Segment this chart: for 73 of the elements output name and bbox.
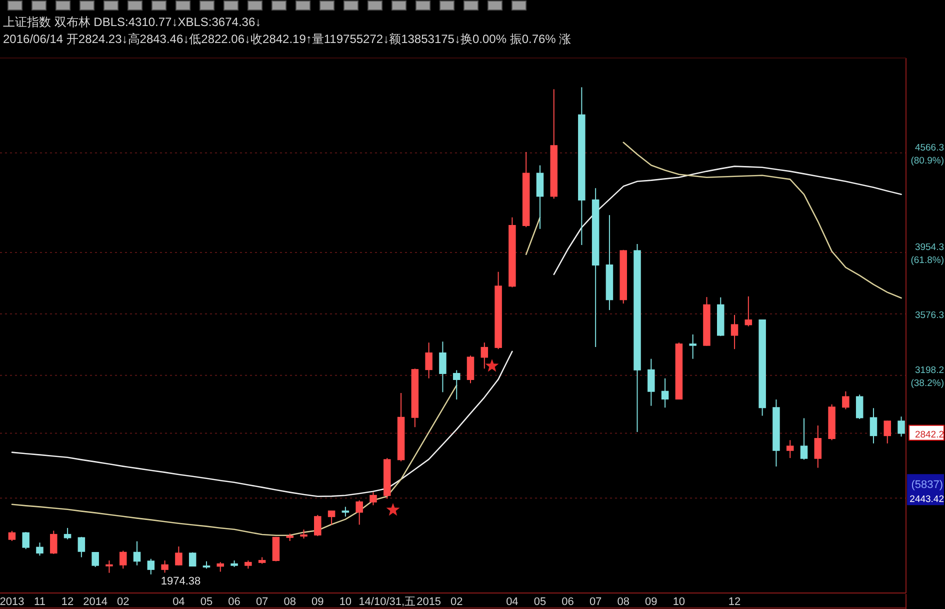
x-tick-label: 08	[284, 596, 296, 608]
x-tick-label: 08	[617, 596, 630, 608]
candlestick	[466, 355, 474, 384]
x-tick-label: 06	[228, 596, 240, 608]
y-tick-label: 3198.2 (38.2%)	[910, 364, 944, 389]
candlestick	[216, 562, 224, 572]
candlestick	[106, 560, 113, 574]
candlestick	[814, 425, 822, 468]
x-tick-label: 07	[589, 596, 602, 608]
x-tick-label: 04	[172, 596, 185, 608]
candlestick	[439, 341, 446, 393]
x-tick-label: 04	[506, 596, 518, 608]
x-tick-label: 12	[728, 596, 741, 608]
candlestick	[314, 514, 322, 537]
candlestick	[50, 530, 58, 554]
candlestick	[272, 536, 280, 562]
candlestick	[689, 334, 696, 360]
candlestick	[119, 550, 127, 570]
candlestick	[36, 542, 44, 556]
x-tick-label: 02	[450, 596, 463, 608]
annotation: 1974.38	[160, 575, 201, 588]
text: 2016/06/14 开2824.23↓高2843.46↓低2822.06↓收2842.19↑量119755272↓额13853175↓换0.00% 振0.76% 涨	[3, 32, 572, 46]
candlestick	[661, 378, 669, 408]
candlestick	[78, 536, 86, 558]
y-tick-label: 3576.3	[914, 310, 944, 321]
candlestick	[870, 408, 878, 444]
text: 上证指数 双布林 DBLS:4310.77↓XBLS:3674.36↓	[3, 15, 262, 29]
candlestick	[884, 420, 892, 444]
candlestick	[147, 558, 155, 575]
y-tick-label: 2842.2	[914, 429, 944, 440]
candlestick	[480, 342, 488, 370]
candlestick	[92, 552, 99, 568]
x-tick-label: 14/10/31,五	[358, 596, 416, 608]
x-tick-label: 10	[339, 596, 352, 608]
candlestick	[648, 358, 655, 406]
x-tick-label: 11	[34, 596, 46, 608]
x-tick-label: 05	[200, 596, 213, 608]
x-tick-label: 06	[562, 596, 574, 608]
candlestick	[786, 440, 794, 459]
candlestick	[730, 314, 738, 350]
candlestick	[133, 540, 141, 566]
x-tick-label: 05	[534, 596, 546, 608]
candlestick	[175, 546, 182, 566]
x-tick-label: 2013	[0, 596, 24, 608]
text: (5837)	[911, 479, 943, 492]
candlestick	[842, 390, 850, 410]
candlestick	[188, 552, 196, 567]
x-tick-label: 09	[312, 596, 324, 608]
x-tick-label: 07	[256, 596, 268, 608]
candlestick	[425, 342, 432, 379]
x-tick-label: 09	[645, 596, 658, 608]
candlestick	[64, 527, 72, 540]
candlestick	[856, 394, 864, 420]
x-tick-label: 2014	[83, 596, 108, 608]
x-tick-label: 10	[672, 596, 686, 608]
candlestick	[8, 530, 16, 542]
y-tick-label: 4566.3 (80.9%)	[910, 142, 944, 166]
candlestick	[161, 560, 168, 574]
candlestick	[744, 296, 752, 327]
candlestick	[328, 510, 336, 526]
candlestick	[536, 164, 544, 230]
candlestick	[356, 500, 363, 526]
candlestick	[898, 416, 905, 438]
candlestick	[22, 532, 30, 550]
candlestick	[800, 418, 808, 460]
y-tick-label: 3954.3 (61.8%)	[910, 242, 944, 266]
candlestick	[370, 492, 377, 506]
y-tick-label: 2443.42	[910, 494, 944, 506]
x-tick-label: 12	[61, 596, 74, 608]
candlestick	[452, 370, 460, 400]
candlestick	[342, 506, 350, 518]
x-tick-label: 2015	[416, 596, 442, 608]
x-tick-label: 02	[116, 596, 130, 608]
